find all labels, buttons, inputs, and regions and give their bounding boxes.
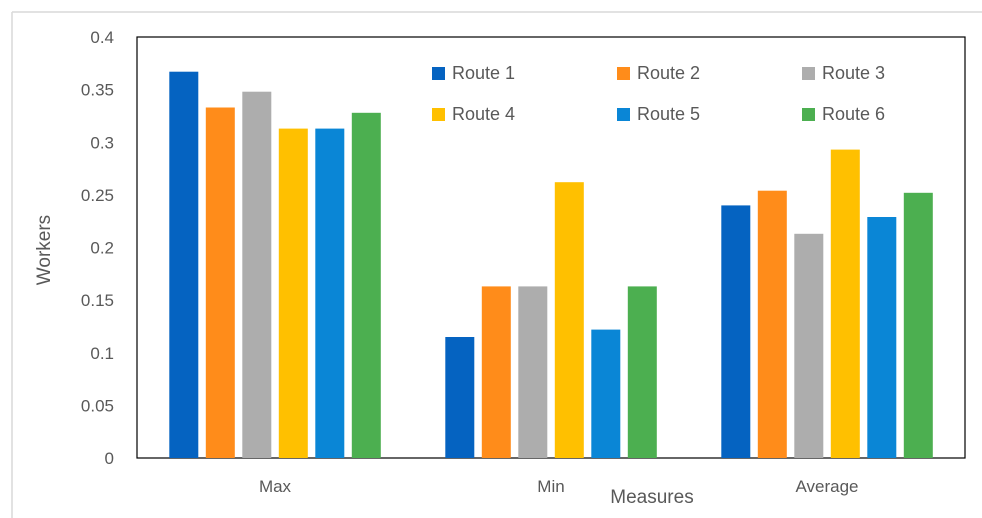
bar-min-route-5 xyxy=(591,329,621,458)
x-axis-title: Measures xyxy=(610,487,693,508)
x-tick-label: Min xyxy=(537,477,564,496)
legend-label: Route 3 xyxy=(822,63,885,83)
y-tick-label: 0.35 xyxy=(81,81,114,100)
y-axis-title: Workers xyxy=(34,215,55,285)
plot-area xyxy=(136,36,966,459)
y-axis-tick-labels: 0 0.05 0.1 0.15 0.2 0.25 0.3 0.35 0.4 xyxy=(81,28,114,468)
bar-max-route-5 xyxy=(315,128,345,458)
bar-average-route-6 xyxy=(903,192,933,459)
y-tick-label: 0 xyxy=(105,449,114,468)
bar-min-route-4 xyxy=(554,182,584,458)
bar-max-route-3 xyxy=(242,91,272,458)
bar-average-route-4 xyxy=(830,149,860,458)
legend-swatch xyxy=(432,108,445,121)
legend-item: Route 6 xyxy=(802,104,885,124)
y-tick-label: 0.05 xyxy=(81,396,114,415)
x-axis-tick-labels: Max Min Average xyxy=(259,477,859,496)
legend-label: Route 5 xyxy=(637,104,700,124)
bar-max-route-4 xyxy=(278,128,308,458)
bar-average-route-1 xyxy=(721,205,751,458)
legend-item: Route 2 xyxy=(617,63,700,83)
legend-swatch xyxy=(432,67,445,80)
legend-swatch xyxy=(617,108,630,121)
legend: Route 1 Route 2 Route 3 Route 4 Route 5 Route… xyxy=(432,63,885,124)
bar-min-route-6 xyxy=(627,286,657,458)
legend-item: Route 3 xyxy=(802,63,885,83)
bar-max-route-1 xyxy=(169,71,199,458)
legend-label: Route 6 xyxy=(822,104,885,124)
y-tick-label: 0.25 xyxy=(81,186,114,205)
legend-label: Route 4 xyxy=(452,104,515,124)
legend-label: Route 1 xyxy=(452,63,515,83)
legend-item: Route 5 xyxy=(617,104,700,124)
legend-swatch xyxy=(802,67,815,80)
bar-min-route-3 xyxy=(518,286,548,458)
bar-min-route-2 xyxy=(481,286,511,458)
legend-label: Route 2 xyxy=(637,63,700,83)
y-tick-label: 0.4 xyxy=(90,28,114,47)
legend-item: Route 1 xyxy=(432,63,515,83)
legend-swatch xyxy=(802,108,815,121)
bar-average-route-5 xyxy=(867,217,897,458)
y-tick-label: 0.15 xyxy=(81,291,114,310)
bars-group xyxy=(169,71,933,459)
bar-max-route-2 xyxy=(205,107,235,458)
y-tick-label: 0.1 xyxy=(90,344,114,363)
legend-swatch xyxy=(617,67,630,80)
bar-average-route-2 xyxy=(757,190,787,458)
legend-item: Route 4 xyxy=(432,104,515,124)
y-tick-label: 0.3 xyxy=(90,133,114,152)
x-tick-label: Average xyxy=(795,477,858,496)
x-tick-label: Max xyxy=(259,477,292,496)
y-tick-label: 0.2 xyxy=(90,239,114,258)
bar-max-route-6 xyxy=(351,112,381,459)
bar-average-route-3 xyxy=(794,233,824,458)
bar-min-route-1 xyxy=(445,337,475,458)
